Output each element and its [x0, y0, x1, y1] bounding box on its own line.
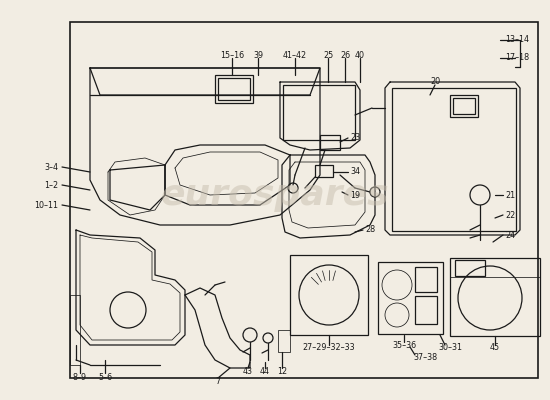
Text: 37–38: 37–38: [413, 354, 437, 362]
Text: 27–29–32–33: 27–29–32–33: [302, 344, 355, 352]
Bar: [415, 296, 437, 324]
Text: 25: 25: [323, 50, 333, 60]
Bar: [320, 135, 340, 150]
Bar: [378, 262, 443, 334]
Bar: [450, 258, 540, 336]
Bar: [450, 95, 478, 117]
Bar: [315, 165, 333, 177]
Text: 21: 21: [505, 190, 515, 200]
Text: 5–6: 5–6: [98, 372, 112, 382]
Text: 15–16: 15–16: [220, 50, 244, 60]
Text: 39: 39: [253, 50, 263, 60]
Bar: [283, 85, 355, 140]
Text: 40: 40: [355, 50, 365, 60]
Text: 13–14: 13–14: [505, 36, 529, 44]
Bar: [415, 267, 437, 292]
Bar: [218, 78, 250, 100]
Bar: [278, 330, 290, 352]
Bar: [392, 88, 516, 231]
Text: 1–2: 1–2: [44, 180, 58, 190]
Bar: [70, 22, 538, 378]
Text: 41–42: 41–42: [283, 50, 307, 60]
Text: 22: 22: [505, 210, 515, 220]
Text: 28: 28: [365, 226, 375, 234]
Text: 44: 44: [260, 368, 270, 376]
Bar: [215, 75, 253, 103]
Text: 10–11: 10–11: [34, 200, 58, 210]
Bar: [455, 260, 485, 276]
Text: 17–18: 17–18: [505, 54, 529, 62]
Bar: [290, 255, 368, 335]
Text: 8–9: 8–9: [73, 372, 87, 382]
Text: 35–36: 35–36: [392, 340, 416, 350]
Text: 30–31: 30–31: [438, 344, 462, 352]
Text: 24: 24: [505, 230, 515, 240]
Bar: [453, 98, 475, 114]
Text: 23: 23: [350, 134, 360, 142]
Text: 34: 34: [350, 168, 360, 176]
Text: 26: 26: [340, 50, 350, 60]
Text: eurospares: eurospares: [161, 178, 389, 212]
Text: 20: 20: [430, 78, 440, 86]
Bar: [70, 295, 80, 365]
Text: 12: 12: [277, 368, 287, 376]
Text: 45: 45: [490, 344, 500, 352]
Text: 43: 43: [243, 368, 253, 376]
Text: 3–4: 3–4: [44, 162, 58, 172]
Text: 19: 19: [350, 190, 360, 200]
Text: 7: 7: [216, 378, 221, 386]
